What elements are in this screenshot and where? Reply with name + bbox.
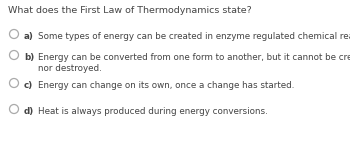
Text: Heat is always produced during energy conversions.: Heat is always produced during energy co… [38, 107, 268, 116]
Text: What does the First Law of Thermodynamics state?: What does the First Law of Thermodynamic… [8, 6, 252, 15]
Text: Energy can change on its own, once a change has started.: Energy can change on its own, once a cha… [38, 81, 294, 90]
Text: d): d) [24, 107, 34, 116]
Text: a): a) [24, 32, 34, 41]
Text: c): c) [24, 81, 33, 90]
Text: b): b) [24, 53, 34, 62]
Text: Energy can be converted from one form to another, but it cannot be created
nor d: Energy can be converted from one form to… [38, 53, 350, 73]
Text: Some types of energy can be created in enzyme regulated chemical reactions.: Some types of energy can be created in e… [38, 32, 350, 41]
